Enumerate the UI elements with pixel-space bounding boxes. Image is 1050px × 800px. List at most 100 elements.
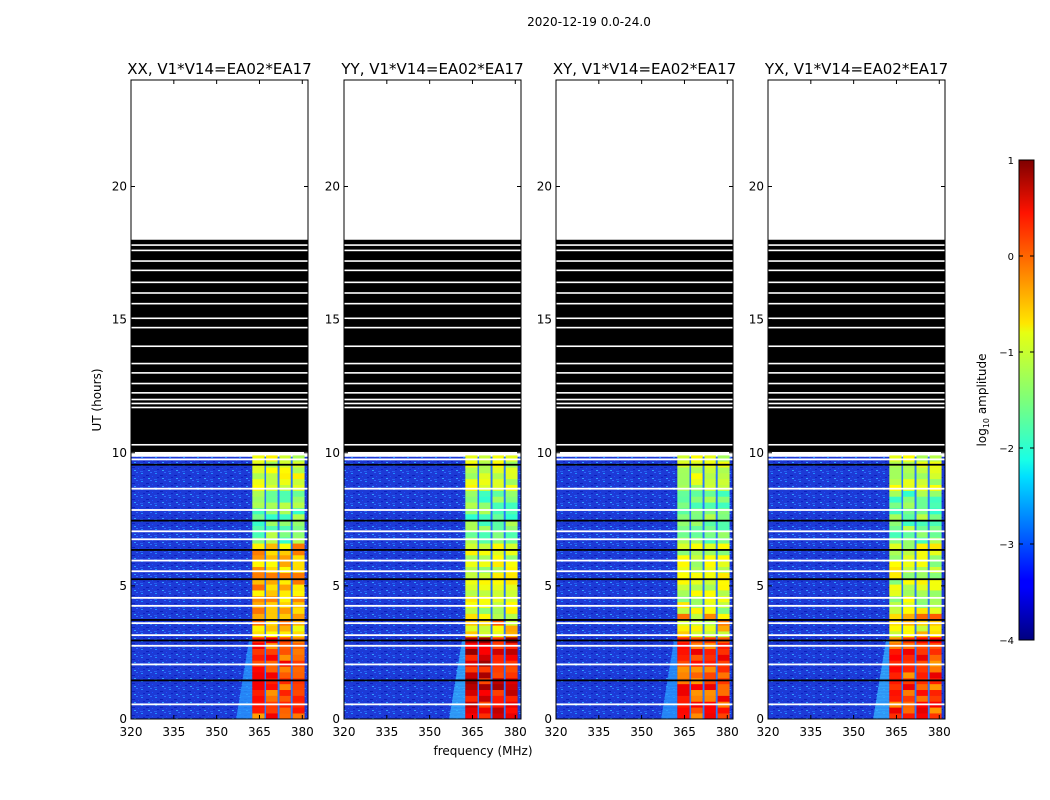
flag-gap-line bbox=[131, 362, 308, 365]
band-cell bbox=[704, 531, 716, 538]
band-cell bbox=[252, 478, 265, 485]
edge-glow bbox=[877, 690, 890, 694]
y-tick-label: 0 bbox=[332, 712, 340, 726]
band-cell bbox=[492, 513, 504, 521]
flag-gap-line bbox=[344, 451, 521, 454]
band-cell bbox=[252, 560, 265, 568]
band-cell bbox=[889, 654, 902, 661]
band-cell bbox=[266, 595, 278, 603]
band-cell bbox=[252, 654, 265, 661]
band-cell bbox=[916, 549, 928, 556]
band-cell bbox=[292, 490, 305, 497]
flag-gap-line bbox=[556, 302, 733, 305]
band-cell bbox=[704, 560, 716, 568]
flag-gap-line bbox=[131, 317, 308, 320]
band-cell bbox=[266, 484, 278, 491]
band-cell bbox=[691, 695, 703, 702]
band-cell bbox=[704, 590, 716, 597]
band-cell bbox=[929, 525, 942, 532]
band-cell bbox=[916, 554, 928, 562]
x-axis-label: frequency (MHz) bbox=[433, 744, 532, 758]
band-cell bbox=[252, 607, 265, 614]
band-cell bbox=[279, 695, 291, 702]
band-cell bbox=[903, 666, 915, 673]
band-cell bbox=[252, 695, 265, 702]
data-flag-line bbox=[344, 604, 521, 607]
band-cell bbox=[279, 519, 291, 527]
data-flag-line bbox=[344, 634, 521, 637]
band-cell bbox=[916, 560, 928, 568]
band-cell bbox=[916, 601, 928, 609]
flag-gap-line bbox=[556, 382, 733, 385]
band-cell bbox=[479, 554, 491, 562]
band-cell bbox=[691, 648, 703, 655]
band-cell bbox=[492, 490, 504, 497]
band-cell bbox=[889, 484, 902, 491]
band-cell bbox=[465, 549, 478, 556]
y-tick-label: 10 bbox=[112, 446, 127, 460]
band-cell bbox=[505, 631, 518, 638]
flag-gap-line bbox=[556, 292, 733, 294]
band-cell bbox=[266, 496, 278, 503]
y-tick-label: 5 bbox=[332, 579, 340, 593]
y-tick-label: 5 bbox=[756, 579, 764, 593]
edge-glow bbox=[883, 651, 890, 656]
band-cell bbox=[279, 590, 291, 597]
edge-glow bbox=[672, 648, 678, 653]
band-cell bbox=[492, 578, 504, 585]
band-cell bbox=[916, 695, 928, 702]
band-cell bbox=[279, 707, 291, 714]
panel-yx: YX, V1*V14=EA02*EA17 320 335 350 365 380 0 5 10 1… bbox=[749, 60, 951, 739]
band-cell bbox=[903, 484, 915, 491]
band-cell bbox=[704, 601, 716, 609]
band-cell bbox=[292, 560, 305, 568]
flag-gap-line bbox=[344, 398, 521, 401]
data-flag-line bbox=[768, 622, 945, 625]
flag-gap-line bbox=[344, 362, 521, 365]
flag-gap-line bbox=[768, 443, 945, 446]
band-cell bbox=[266, 601, 278, 609]
band-cell bbox=[691, 607, 703, 614]
band-cell bbox=[916, 525, 928, 532]
flag-gap-line bbox=[556, 281, 733, 284]
flag-gap-line bbox=[344, 244, 521, 246]
band-cell bbox=[717, 467, 730, 474]
band-cell bbox=[505, 537, 518, 544]
data-flag-line bbox=[768, 644, 945, 647]
band-cell bbox=[704, 572, 716, 579]
data-flag-line bbox=[131, 538, 308, 541]
edge-glow bbox=[881, 667, 890, 672]
x-tick-label: 350 bbox=[842, 725, 865, 739]
band-cell bbox=[266, 537, 278, 544]
band-cell bbox=[266, 625, 278, 632]
band-cell bbox=[479, 666, 491, 673]
colorbar-tick-label: −2 bbox=[999, 444, 1014, 455]
band-cell bbox=[292, 584, 305, 591]
band-cell bbox=[691, 484, 703, 491]
band-cell bbox=[492, 607, 504, 614]
band-cell bbox=[465, 713, 478, 719]
band-cell bbox=[717, 566, 730, 573]
band-cell bbox=[929, 537, 942, 544]
band-cell bbox=[279, 683, 291, 691]
band-cell bbox=[252, 648, 265, 655]
y-tick-label: 15 bbox=[749, 313, 764, 327]
y-tick-label: 0 bbox=[756, 712, 764, 726]
band-cell bbox=[492, 648, 504, 655]
band-cell bbox=[505, 683, 518, 691]
band-cell bbox=[292, 467, 305, 474]
band-cell bbox=[292, 631, 305, 638]
band-cell bbox=[903, 689, 915, 696]
edge-glow bbox=[670, 658, 678, 662]
band-cell bbox=[279, 689, 291, 696]
data-flag-line bbox=[131, 530, 308, 533]
band-cell bbox=[505, 625, 518, 632]
y-tick-label: 5 bbox=[544, 579, 552, 593]
edge-glow bbox=[459, 655, 466, 659]
band-cell bbox=[677, 666, 690, 673]
band-cell bbox=[266, 590, 278, 597]
band-cell bbox=[677, 584, 690, 591]
band-cell bbox=[465, 554, 478, 562]
flag-gap-line bbox=[768, 326, 945, 329]
band-cell bbox=[292, 654, 305, 661]
